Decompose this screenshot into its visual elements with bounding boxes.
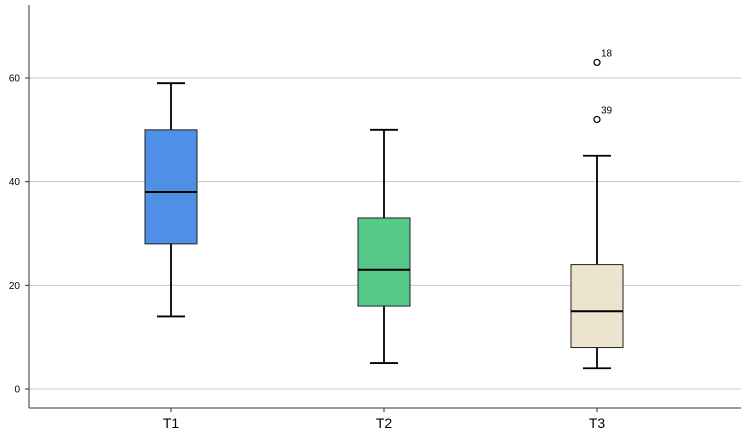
y-tick-label: 40 [9, 177, 21, 188]
y-tick-label: 0 [14, 385, 20, 396]
x-tick-label: T2 [376, 415, 393, 431]
y-axis-ticks: 0 20 40 60 [9, 74, 29, 396]
x-tick-label: T3 [589, 415, 606, 431]
box-iqr [144, 129, 198, 245]
y-tick-label: 60 [9, 74, 21, 85]
x-tick-label: T1 [163, 415, 180, 431]
y-tick-label: 20 [9, 281, 21, 292]
outlier-label: 18 [601, 48, 613, 59]
outlier-point [593, 58, 601, 67]
box-iqr [570, 264, 624, 349]
box-T1 [144, 82, 198, 318]
x-axis-ticks: T1 T2 T3 [163, 408, 606, 431]
box-T2 [357, 128, 411, 364]
outlier-point [593, 115, 601, 124]
axes [28, 5, 741, 409]
outlier-label: 39 [601, 105, 613, 116]
box-iqr [357, 217, 411, 307]
